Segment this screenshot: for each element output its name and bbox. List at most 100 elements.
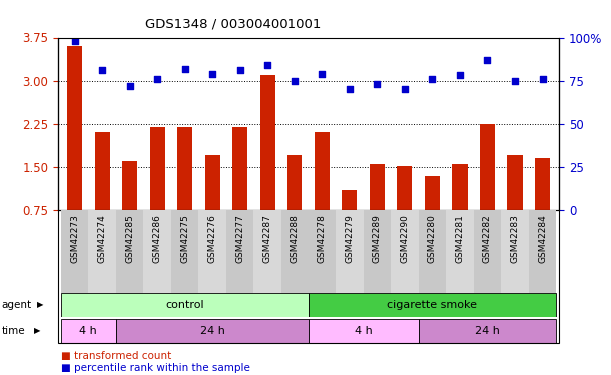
Point	[97, 67, 107, 73]
Bar	[226, 38, 254, 210]
Bar	[95, 132, 109, 210]
Point	[180, 66, 189, 72]
Text: GSM42278: GSM42278	[318, 214, 327, 263]
Bar	[171, 210, 199, 292]
Text: GSM42289: GSM42289	[373, 214, 382, 263]
Point	[455, 72, 465, 78]
Text: GSM42287: GSM42287	[263, 214, 272, 263]
Text: 4 h: 4 h	[79, 326, 97, 336]
Bar	[309, 319, 419, 343]
Text: GSM42290: GSM42290	[400, 214, 409, 263]
Bar	[501, 38, 529, 210]
Point	[152, 76, 162, 82]
Point	[483, 57, 492, 63]
Text: ▶: ▶	[37, 300, 43, 309]
Bar	[309, 38, 336, 210]
Bar	[391, 38, 419, 210]
Text: GSM42286: GSM42286	[153, 214, 162, 263]
Bar	[254, 210, 281, 292]
Bar	[61, 292, 309, 317]
Text: GSM42277: GSM42277	[235, 214, 244, 263]
Bar	[116, 319, 309, 343]
Bar	[89, 210, 116, 292]
Text: GSM42279: GSM42279	[345, 214, 354, 263]
Bar	[116, 210, 144, 292]
Bar	[315, 132, 330, 210]
Bar	[529, 38, 556, 210]
Point	[345, 86, 355, 92]
Bar	[281, 38, 309, 210]
Bar	[309, 210, 336, 292]
Text: GSM42280: GSM42280	[428, 214, 437, 263]
Bar	[287, 155, 302, 210]
Bar	[508, 155, 522, 210]
Point	[373, 81, 382, 87]
Bar	[144, 210, 171, 292]
Text: ▶: ▶	[34, 326, 40, 335]
Text: time: time	[2, 326, 26, 336]
Bar	[144, 38, 171, 210]
Bar	[370, 164, 385, 210]
Point	[235, 67, 244, 73]
Text: GSM42283: GSM42283	[511, 214, 519, 263]
Bar	[281, 210, 309, 292]
Point	[510, 78, 520, 84]
Bar	[425, 176, 440, 210]
Text: GSM42281: GSM42281	[455, 214, 464, 263]
Text: agent: agent	[2, 300, 32, 310]
Text: 24 h: 24 h	[200, 326, 225, 336]
Text: GSM42276: GSM42276	[208, 214, 217, 263]
Bar	[67, 46, 82, 210]
Bar	[89, 38, 116, 210]
Bar	[419, 319, 556, 343]
Point	[400, 86, 410, 92]
Text: GSM42274: GSM42274	[98, 214, 106, 263]
Text: GSM42285: GSM42285	[125, 214, 134, 263]
Bar	[474, 210, 501, 292]
Point	[70, 38, 79, 44]
Text: ■ transformed count: ■ transformed count	[61, 351, 171, 360]
Bar	[226, 210, 254, 292]
Bar	[535, 158, 550, 210]
Text: 24 h: 24 h	[475, 326, 500, 336]
Bar	[452, 164, 467, 210]
Bar	[446, 210, 474, 292]
Bar	[336, 38, 364, 210]
Text: GSM42273: GSM42273	[70, 214, 79, 263]
Text: GDS1348 / 003004001001: GDS1348 / 003004001001	[145, 18, 321, 31]
Bar	[199, 38, 226, 210]
Bar	[171, 38, 199, 210]
Point	[125, 83, 134, 89]
Bar	[254, 38, 281, 210]
Bar	[61, 38, 89, 210]
Bar	[199, 210, 226, 292]
Bar	[61, 210, 89, 292]
Bar	[309, 292, 556, 317]
Bar	[446, 38, 474, 210]
Point	[290, 78, 299, 84]
Bar	[205, 155, 220, 210]
Text: 4 h: 4 h	[355, 326, 373, 336]
Bar	[61, 319, 116, 343]
Bar	[391, 210, 419, 292]
Text: GSM42284: GSM42284	[538, 214, 547, 263]
Bar	[260, 75, 275, 210]
Text: GSM42275: GSM42275	[180, 214, 189, 263]
Bar	[150, 127, 165, 210]
Bar	[529, 210, 556, 292]
Bar	[232, 127, 247, 210]
Bar	[364, 38, 391, 210]
Text: cigarette smoke: cigarette smoke	[387, 300, 477, 310]
Bar	[342, 190, 357, 210]
Bar	[419, 210, 446, 292]
Bar	[116, 38, 144, 210]
Text: ■ percentile rank within the sample: ■ percentile rank within the sample	[61, 363, 250, 373]
Bar	[474, 38, 501, 210]
Point	[262, 62, 272, 68]
Bar	[336, 210, 364, 292]
Bar	[501, 210, 529, 292]
Text: GSM42288: GSM42288	[290, 214, 299, 263]
Bar	[364, 210, 391, 292]
Point	[318, 71, 327, 77]
Point	[207, 71, 217, 77]
